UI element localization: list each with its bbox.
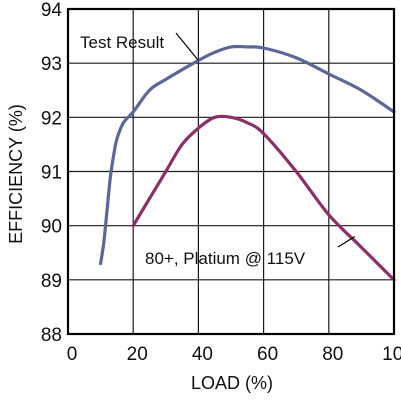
tick-labels: 0 20 40 60 80 100 88 89 90 91 92 93 94 (41, 0, 401, 365)
annotation-80plus-platinum: 80+, Platium @ 115V (145, 249, 306, 268)
plot-border (66, 7, 396, 336)
x-tick-label: 40 (192, 344, 213, 365)
x-tick-label: 20 (127, 344, 148, 365)
x-tick-label: 60 (257, 344, 278, 365)
annotations: Test Result 80+, Platium @ 115V (80, 32, 356, 268)
x-tick-label: 80 (322, 344, 343, 365)
y-tick-label: 89 (41, 271, 62, 292)
series-lines (99, 44, 396, 282)
x-axis-title: LOAD (%) (191, 373, 273, 393)
annotation-leader-80plus-platinum (337, 235, 356, 248)
annotation-test-result: Test Result (80, 33, 164, 52)
series-line-80plus-platinum (131, 114, 396, 282)
y-tick-label: 90 (41, 217, 62, 238)
y-axis-title: EFFICIENCY (%) (6, 104, 26, 244)
y-tick-label: 93 (41, 54, 62, 75)
y-tick-label: 92 (41, 108, 62, 129)
y-tick-label: 91 (41, 163, 62, 184)
series-line-test-result (99, 44, 396, 266)
plot-frame (66, 7, 396, 336)
gridlines (68, 9, 394, 334)
x-tick-label: 100 (382, 344, 401, 365)
x-tick-label: 0 (67, 344, 78, 365)
annotation-leader-test-result (175, 32, 199, 61)
y-tick-label: 88 (41, 325, 62, 346)
axis-titles: LOAD (%) EFFICIENCY (%) (6, 104, 273, 393)
y-tick-label: 94 (41, 0, 63, 21)
